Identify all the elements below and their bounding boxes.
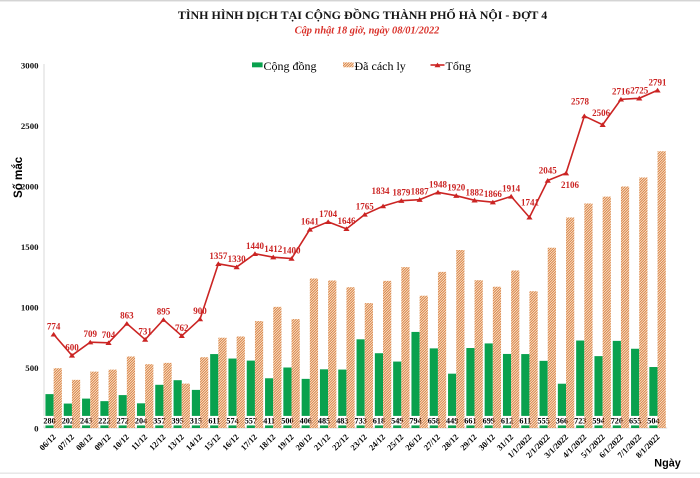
svg-text:2506: 2506: [592, 108, 611, 118]
svg-text:202: 202: [62, 417, 74, 426]
svg-text:574: 574: [226, 417, 238, 426]
svg-text:204: 204: [135, 417, 147, 426]
svg-text:504: 504: [647, 417, 659, 426]
svg-text:1646: 1646: [337, 216, 356, 226]
svg-text:2000: 2000: [21, 181, 39, 191]
svg-text:449: 449: [446, 417, 458, 426]
svg-text:0: 0: [34, 423, 39, 433]
svg-text:612: 612: [501, 417, 513, 426]
svg-text:1887: 1887: [411, 187, 430, 197]
svg-text:900: 900: [193, 306, 207, 316]
svg-text:280: 280: [43, 417, 55, 426]
svg-text:1000: 1000: [21, 302, 39, 312]
svg-text:1400: 1400: [283, 246, 302, 256]
svg-text:661: 661: [464, 417, 476, 426]
svg-text:222: 222: [98, 417, 110, 426]
svg-text:1641: 1641: [301, 216, 320, 226]
svg-text:1920: 1920: [447, 183, 466, 193]
svg-text:611: 611: [519, 417, 531, 426]
svg-text:2578: 2578: [571, 97, 590, 107]
svg-text:1357: 1357: [209, 251, 228, 261]
svg-text:895: 895: [157, 307, 171, 317]
svg-text:2725: 2725: [630, 85, 649, 95]
svg-text:655: 655: [629, 417, 641, 426]
svg-text:Số mắc: Số mắc: [12, 156, 25, 198]
svg-text:611: 611: [208, 417, 220, 426]
svg-text:Cập nhật 18 giờ, ngày 08/01/20: Cập nhật 18 giờ, ngày 08/01/2022: [295, 25, 440, 36]
svg-text:794: 794: [409, 417, 421, 426]
svg-text:774: 774: [47, 321, 61, 331]
svg-text:1914: 1914: [502, 183, 521, 193]
svg-text:411: 411: [263, 417, 275, 426]
svg-text:1866: 1866: [484, 189, 503, 199]
svg-text:2045: 2045: [539, 166, 558, 176]
svg-text:272: 272: [117, 417, 129, 426]
svg-text:600: 600: [65, 342, 79, 352]
svg-text:406: 406: [300, 417, 312, 426]
svg-text:2500: 2500: [21, 121, 39, 131]
svg-text:731: 731: [138, 327, 152, 337]
svg-text:243: 243: [80, 417, 92, 426]
svg-text:485: 485: [318, 417, 330, 426]
svg-text:3000: 3000: [21, 60, 39, 70]
svg-text:2716: 2716: [612, 86, 631, 96]
svg-text:704: 704: [102, 330, 116, 340]
svg-text:357: 357: [153, 417, 165, 426]
svg-text:863: 863: [120, 311, 134, 321]
svg-text:1330: 1330: [228, 254, 247, 264]
svg-text:Đã cách ly: Đã cách ly: [355, 59, 406, 73]
svg-text:555: 555: [538, 417, 550, 426]
svg-text:594: 594: [592, 417, 604, 426]
svg-text:1500: 1500: [21, 242, 39, 252]
svg-text:1948: 1948: [429, 179, 448, 189]
svg-text:699: 699: [483, 417, 495, 426]
svg-text:366: 366: [556, 417, 568, 426]
svg-text:1834: 1834: [372, 186, 391, 196]
svg-text:483: 483: [336, 417, 348, 426]
svg-text:2791: 2791: [649, 77, 668, 87]
svg-text:1412: 1412: [264, 244, 283, 254]
svg-text:733: 733: [355, 417, 367, 426]
svg-text:TÌNH HÌNH DỊCH TẠI CỘNG ĐỒNG T: TÌNH HÌNH DỊCH TẠI CỘNG ĐỒNG THÀNH PHỐ H…: [178, 7, 547, 22]
svg-text:658: 658: [428, 417, 440, 426]
svg-text:1440: 1440: [246, 241, 265, 251]
svg-text:549: 549: [391, 417, 403, 426]
svg-text:500: 500: [25, 363, 39, 373]
svg-text:723: 723: [574, 417, 586, 426]
svg-text:709: 709: [84, 329, 98, 339]
svg-text:1882: 1882: [466, 187, 485, 197]
svg-text:Tổng: Tổng: [446, 59, 471, 73]
svg-text:557: 557: [245, 417, 257, 426]
svg-text:720: 720: [611, 417, 623, 426]
svg-text:1765: 1765: [356, 201, 375, 211]
svg-text:Cộng đồng: Cộng đồng: [264, 59, 317, 73]
svg-text:618: 618: [373, 417, 385, 426]
svg-text:500: 500: [281, 417, 293, 426]
svg-text:2106: 2106: [561, 180, 580, 190]
svg-text:1741: 1741: [521, 197, 540, 207]
svg-text:Ngày: Ngày: [654, 457, 680, 469]
svg-text:315: 315: [190, 417, 202, 426]
svg-text:395: 395: [172, 417, 184, 426]
svg-text:1704: 1704: [319, 209, 338, 219]
svg-text:1879: 1879: [392, 188, 411, 198]
svg-text:762: 762: [175, 323, 189, 333]
